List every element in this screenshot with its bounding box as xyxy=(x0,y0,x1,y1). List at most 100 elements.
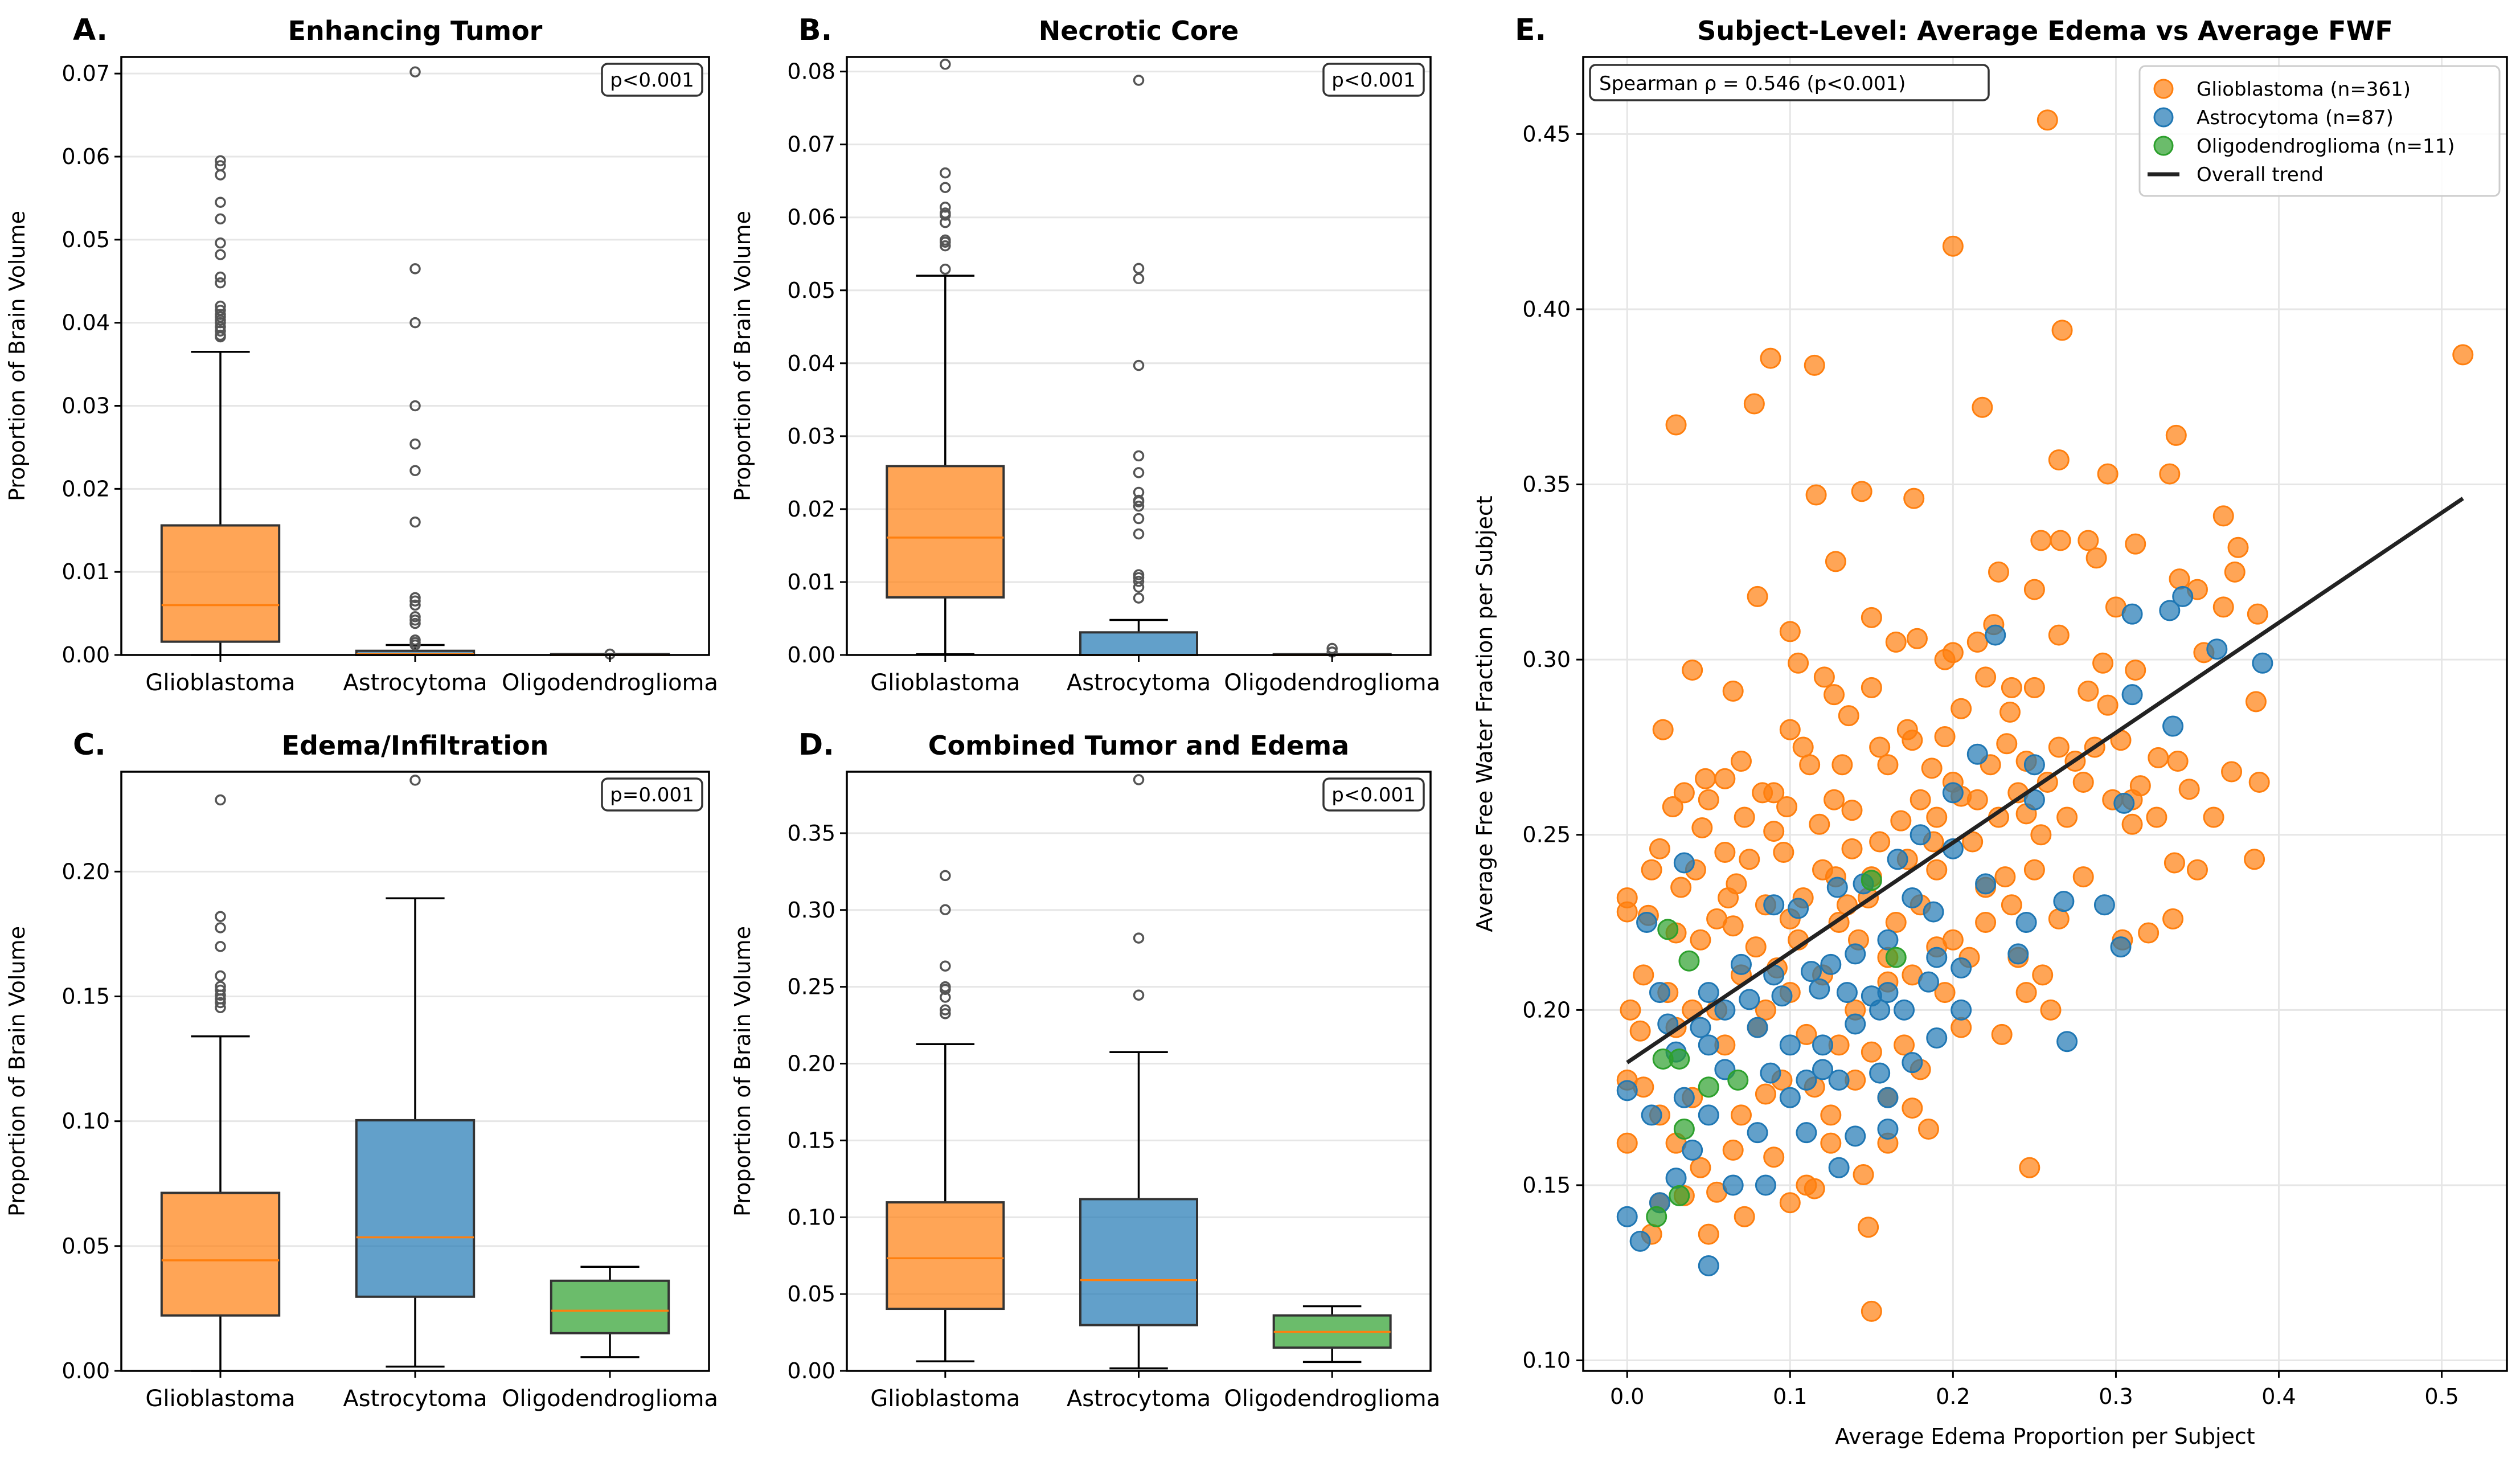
outlier-point xyxy=(1133,528,1145,540)
outlier-point xyxy=(1326,642,1338,654)
scatter-point-glioblastoma xyxy=(1804,1178,1825,1199)
panel-label: C. xyxy=(73,728,106,762)
scatter-point-glioblastoma xyxy=(1755,999,1776,1021)
scatter-point-glioblastoma xyxy=(1690,929,1711,951)
scatter-point-glioblastoma xyxy=(1861,1041,1882,1063)
scatter-point-glioblastoma xyxy=(1682,660,1703,681)
y-tick-label: 0.05 xyxy=(62,227,110,252)
scatter-point-glioblastoma xyxy=(1831,754,1853,776)
scatter-point-astrocytoma xyxy=(1796,1069,1817,1091)
scatter-point-astrocytoma xyxy=(1975,873,1997,895)
scatter-point-glioblastoma xyxy=(1730,1104,1752,1126)
scatter-point-glioblastoma xyxy=(1809,813,1830,835)
box-glioblastoma xyxy=(160,524,281,643)
scatter-point-glioblastoma xyxy=(1975,912,1997,933)
outlier-point xyxy=(1133,575,1145,587)
outlier-point xyxy=(940,904,951,915)
scatter-point-glioblastoma xyxy=(1714,768,1736,789)
legend-label: Glioblastoma (n=361) xyxy=(2197,78,2411,101)
panel-label: E. xyxy=(1515,13,1546,47)
x-tick-label: Astrocytoma xyxy=(343,670,487,696)
scatter-point-glioblastoma xyxy=(1714,842,1736,863)
panel-title: Subject-Level: Average Edema vs Average … xyxy=(1697,15,2393,46)
y-tick-label: 0.25 xyxy=(787,974,835,1000)
legend-frame xyxy=(2138,65,2501,197)
scatter-point-glioblastoma xyxy=(2167,751,2189,772)
y-tick-label: 0.20 xyxy=(62,859,110,884)
series-astrocytoma xyxy=(1616,585,2273,1276)
scatter-point-glioblastoma xyxy=(1861,1300,1882,1322)
scatter-point-glioblastoma xyxy=(1825,551,1846,572)
y-axis-label: Proportion of Brain Volume xyxy=(5,926,30,1217)
scatter-point-glioblastoma xyxy=(1896,719,1918,740)
scatter-point-oligodendroglioma xyxy=(1678,950,1700,972)
outlier-point xyxy=(215,794,226,806)
outlier-point xyxy=(409,599,421,611)
scatter-point-glioblastoma xyxy=(2148,747,2169,768)
scatter-point-glioblastoma xyxy=(2097,463,2119,485)
scatter-point-glioblastoma xyxy=(1779,1192,1801,1214)
scatter-point-astrocytoma xyxy=(1926,947,1948,968)
trend-line xyxy=(1626,497,2464,1064)
y-tick-label: 0.30 xyxy=(1522,647,1571,672)
outlier-point xyxy=(215,997,226,1009)
scatter-point-glioblastoma xyxy=(1747,585,1768,607)
scatter-point-astrocytoma xyxy=(1942,782,1964,804)
scatter-point-astrocytoma xyxy=(1673,852,1695,874)
pvalue-label: p=0.001 xyxy=(610,784,694,806)
outlier-point xyxy=(1133,932,1145,944)
scatter-point-astrocytoma xyxy=(1739,989,1760,1010)
y-axis-label: Proportion of Brain Volume xyxy=(5,211,30,501)
scatter-point-glioblastoma xyxy=(1942,235,1964,257)
axes-frame xyxy=(846,56,1432,656)
scatter-point-glioblastoma xyxy=(1861,607,1882,628)
scatter-point-astrocytoma xyxy=(1682,1139,1703,1161)
box-astrocytoma xyxy=(355,1119,476,1298)
panel-title: Combined Tumor and Edema xyxy=(928,730,1349,761)
scatter-point-oligodendroglioma xyxy=(1646,1206,1667,1227)
x-tick-label: 0.5 xyxy=(2424,1384,2458,1409)
y-tick-label: 0.20 xyxy=(1522,997,1571,1022)
scatter-point-glioblastoma xyxy=(2030,824,2052,846)
y-tick-label: 0.07 xyxy=(787,132,835,157)
outlier-point xyxy=(940,1004,951,1015)
scatter-point-glioblastoma xyxy=(2178,779,2200,800)
box-glioblastoma xyxy=(160,1191,281,1317)
scatter-point-glioblastoma xyxy=(2040,999,2062,1021)
y-tick-label: 0.15 xyxy=(787,1128,835,1153)
y-tick-label: 0.00 xyxy=(787,1358,835,1383)
scatter-point-astrocytoma xyxy=(1923,901,1944,923)
scatter-point-glioblastoma xyxy=(1921,757,1943,779)
x-tick-label: Oligodendroglioma xyxy=(1224,1386,1440,1412)
y-tick-label: 0.15 xyxy=(1522,1173,1571,1198)
scatter-point-glioblastoma xyxy=(2227,537,2249,558)
scatter-point-glioblastoma xyxy=(1779,621,1801,642)
x-axis-label: Average Edema Proportion per Subject xyxy=(1835,1424,2255,1449)
scatter-point-glioblastoma xyxy=(1962,831,1984,853)
scatter-point-glioblastoma xyxy=(1885,631,1907,653)
scatter-point-glioblastoma xyxy=(1804,354,1825,376)
scatter-point-astrocytoma xyxy=(1796,1122,1817,1144)
panel-title: Necrotic Core xyxy=(1039,15,1239,46)
pvalue-box xyxy=(601,777,703,812)
scatter-point-glioblastoma xyxy=(1706,908,1728,929)
scatter-point-glioblastoma xyxy=(2224,561,2246,583)
scatter-point-glioblastoma xyxy=(2072,771,2094,793)
scatter-point-glioblastoma xyxy=(2085,547,2107,569)
scatter-point-astrocytoma xyxy=(1845,1013,1866,1035)
scatter-point-glioblastoma xyxy=(1991,1023,2013,1045)
outlier-point xyxy=(215,249,226,260)
scatter-point-glioblastoma xyxy=(1966,789,1988,810)
legend-label: Overall trend xyxy=(2197,163,2324,186)
scatter-point-astrocytoma xyxy=(1951,999,1972,1021)
outlier-point xyxy=(940,992,951,1003)
y-tick-label: 0.40 xyxy=(1522,297,1571,322)
scatter-point-glioblastoma xyxy=(1926,806,1948,828)
outlier-point xyxy=(1133,273,1145,285)
scatter-point-astrocytoma xyxy=(2023,789,2045,810)
scatter-point-glioblastoma xyxy=(1796,1023,1817,1045)
scatter-point-glioblastoma xyxy=(1665,414,1687,436)
x-tick-label: Oligodendroglioma xyxy=(502,670,718,696)
outlier-point xyxy=(215,981,226,992)
panel-b: 0.00 0.01 0.02 0.03 0.04 0.05 0.06 0.07 0.08 Glio… xyxy=(730,13,1440,696)
